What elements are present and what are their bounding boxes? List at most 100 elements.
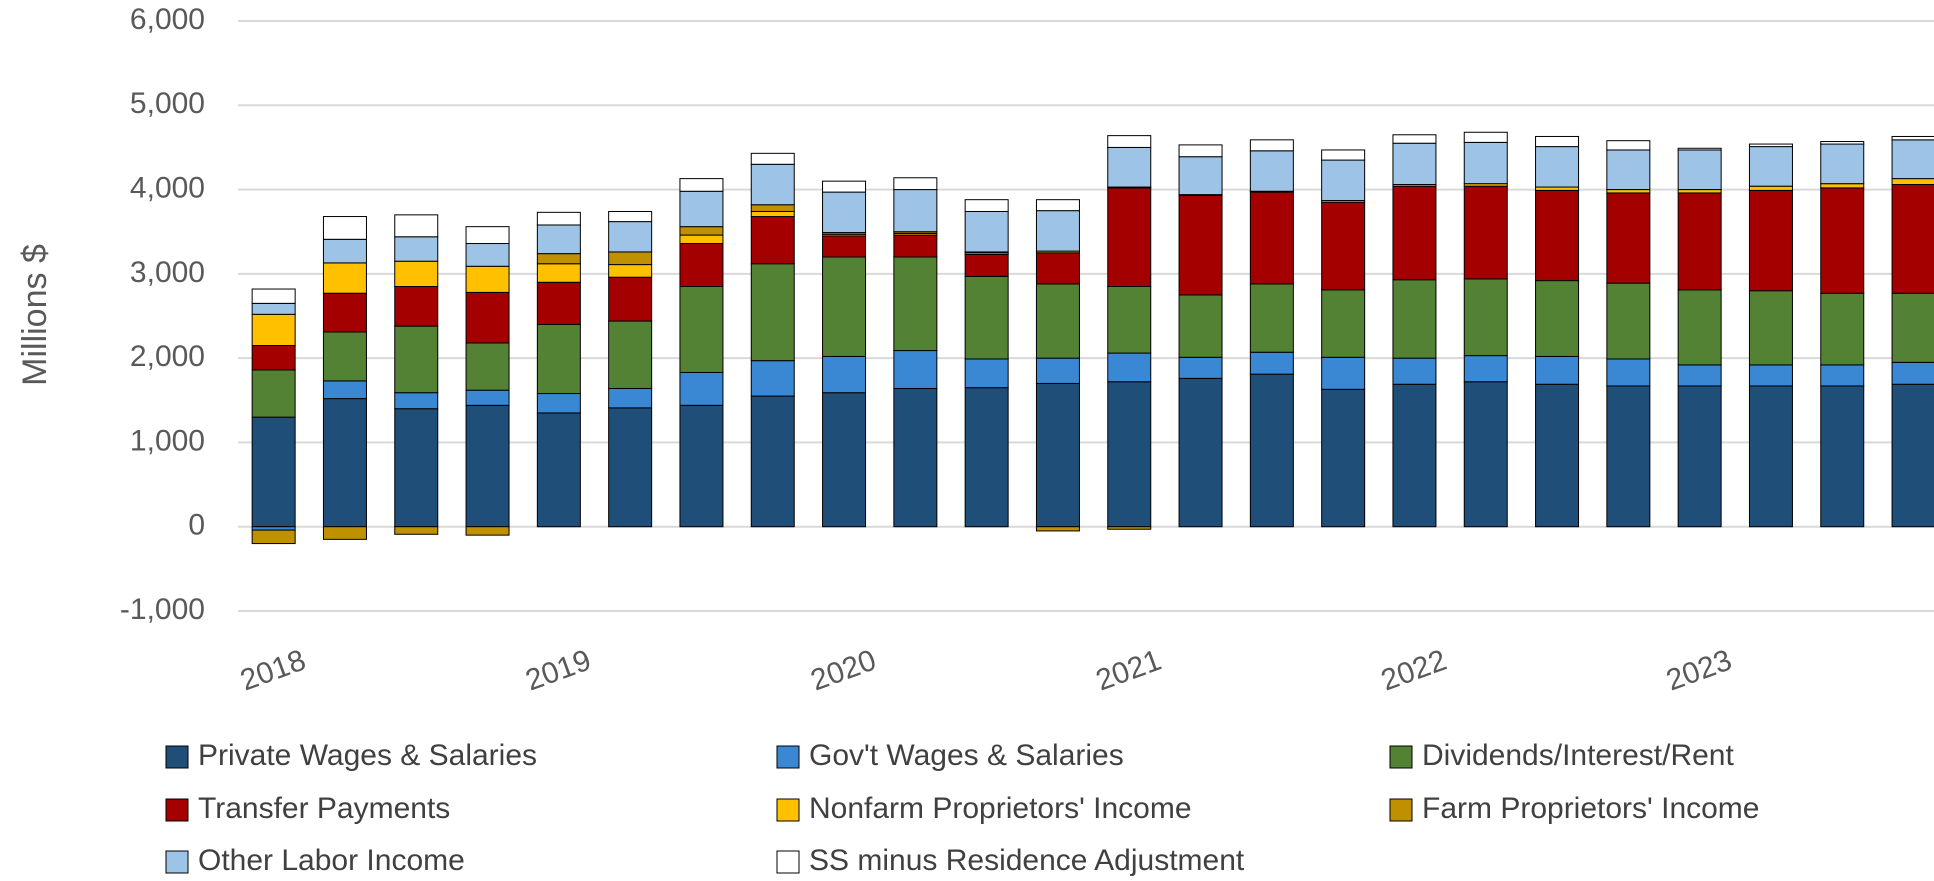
bar-segment [608, 221, 653, 253]
y-tick-label: 1,000 [130, 424, 205, 457]
bar-segment [1606, 282, 1651, 360]
bar-segment [679, 371, 724, 406]
bar-segment [394, 260, 439, 288]
bar-segment [1392, 279, 1437, 359]
bar-segment [893, 387, 938, 528]
bar-segment [822, 256, 867, 357]
bar-segment [322, 398, 367, 528]
bar-segment [1321, 356, 1366, 390]
y-tick-label: 3,000 [130, 256, 205, 289]
bar-segment [1392, 357, 1437, 385]
bar-segment [679, 190, 724, 228]
bar-segment [679, 404, 724, 528]
bar-segment [1107, 187, 1152, 287]
bar-segment [893, 350, 938, 389]
bar-segment [1535, 135, 1580, 148]
bar-segment [1107, 352, 1152, 383]
bar-segment [1463, 131, 1508, 143]
bar-segment [394, 325, 439, 394]
bar-segment [1748, 364, 1793, 387]
bar-segment [1891, 292, 1934, 363]
bar-segment [1249, 139, 1294, 152]
y-tick-label: 2,000 [130, 340, 205, 373]
bar-segment [1677, 385, 1722, 528]
bar-segment [1321, 289, 1366, 358]
bar-segment [1677, 192, 1722, 291]
y-tick-label: -1,000 [120, 593, 205, 626]
bar-segment [322, 216, 367, 240]
bar-segment [536, 224, 581, 255]
bar-segment [1035, 252, 1080, 285]
bar-segment [608, 264, 653, 278]
bar-segment [750, 163, 795, 206]
bar-segment [608, 407, 653, 528]
bar-segment [1463, 278, 1508, 357]
bar-segment [322, 526, 367, 540]
legend-swatch [776, 850, 800, 874]
y-tick-label: 4,000 [130, 171, 205, 204]
bar-segment [608, 387, 653, 409]
bar-segment [1891, 135, 1934, 141]
bar-segment [1606, 192, 1651, 284]
bar-segment [1677, 189, 1722, 194]
bar-segment [1820, 187, 1865, 294]
bar-segment [251, 529, 296, 545]
bar-segment [750, 152, 795, 165]
bar-segment [465, 389, 510, 406]
bar-segment [679, 226, 724, 236]
bar-segment [1107, 381, 1152, 528]
bar-segment [679, 234, 724, 245]
bar-segment [1178, 294, 1223, 358]
bar-segment [1677, 147, 1722, 151]
bar-segment [893, 234, 938, 258]
bar-segment [822, 355, 867, 394]
legend-label: Private Wages & Salaries [198, 739, 537, 772]
bar-segment [822, 235, 867, 258]
bar-segment [608, 320, 653, 389]
bar-segment [322, 331, 367, 382]
bar-segment [1463, 141, 1508, 185]
bar-segment [1820, 141, 1865, 145]
bar-segment [964, 199, 1009, 212]
bar-segment [1891, 178, 1934, 186]
bar-segment [1321, 201, 1366, 291]
bar-segment [750, 395, 795, 528]
bar-segment [1035, 283, 1080, 359]
bar-segment [750, 216, 795, 265]
bar-segment [394, 236, 439, 262]
bar-segment [1321, 159, 1366, 202]
bar-segment [608, 276, 653, 322]
bar-segment [1249, 191, 1294, 285]
x-tick-label: 2021 [1092, 644, 1166, 698]
bar-segment [536, 412, 581, 528]
bar-segment [1463, 185, 1508, 280]
bar-segment [1606, 149, 1651, 191]
bar-segment [1249, 150, 1294, 192]
bar-segment [1392, 185, 1437, 281]
bar-segment [964, 275, 1009, 360]
bar-segment [822, 191, 867, 234]
bar-segment [1820, 364, 1865, 387]
bar-segment [1606, 385, 1651, 528]
bar-segment [822, 180, 867, 193]
bar-segment [1392, 142, 1437, 186]
bar-segment [1035, 357, 1080, 384]
bar-segment [465, 291, 510, 344]
bar-segment [1606, 358, 1651, 387]
bar-segment [536, 253, 581, 265]
legend-swatch [776, 798, 800, 822]
bar-segment [1321, 149, 1366, 161]
legend-label: Transfer Payments [198, 792, 450, 825]
bar-segment [1891, 184, 1934, 294]
bar-segment [822, 392, 867, 528]
legend-label: Gov't Wages & Salaries [809, 739, 1124, 772]
bar-segment [1748, 189, 1793, 292]
bar-segment [251, 302, 296, 315]
bar-segment [251, 416, 296, 528]
bar-segment [1748, 185, 1793, 191]
bar-segment [1891, 139, 1934, 180]
x-tick-label: 2019 [521, 644, 595, 698]
bar-segment [1606, 189, 1651, 194]
x-tick-label: 2020 [807, 644, 881, 698]
bar-segment [1392, 383, 1437, 528]
